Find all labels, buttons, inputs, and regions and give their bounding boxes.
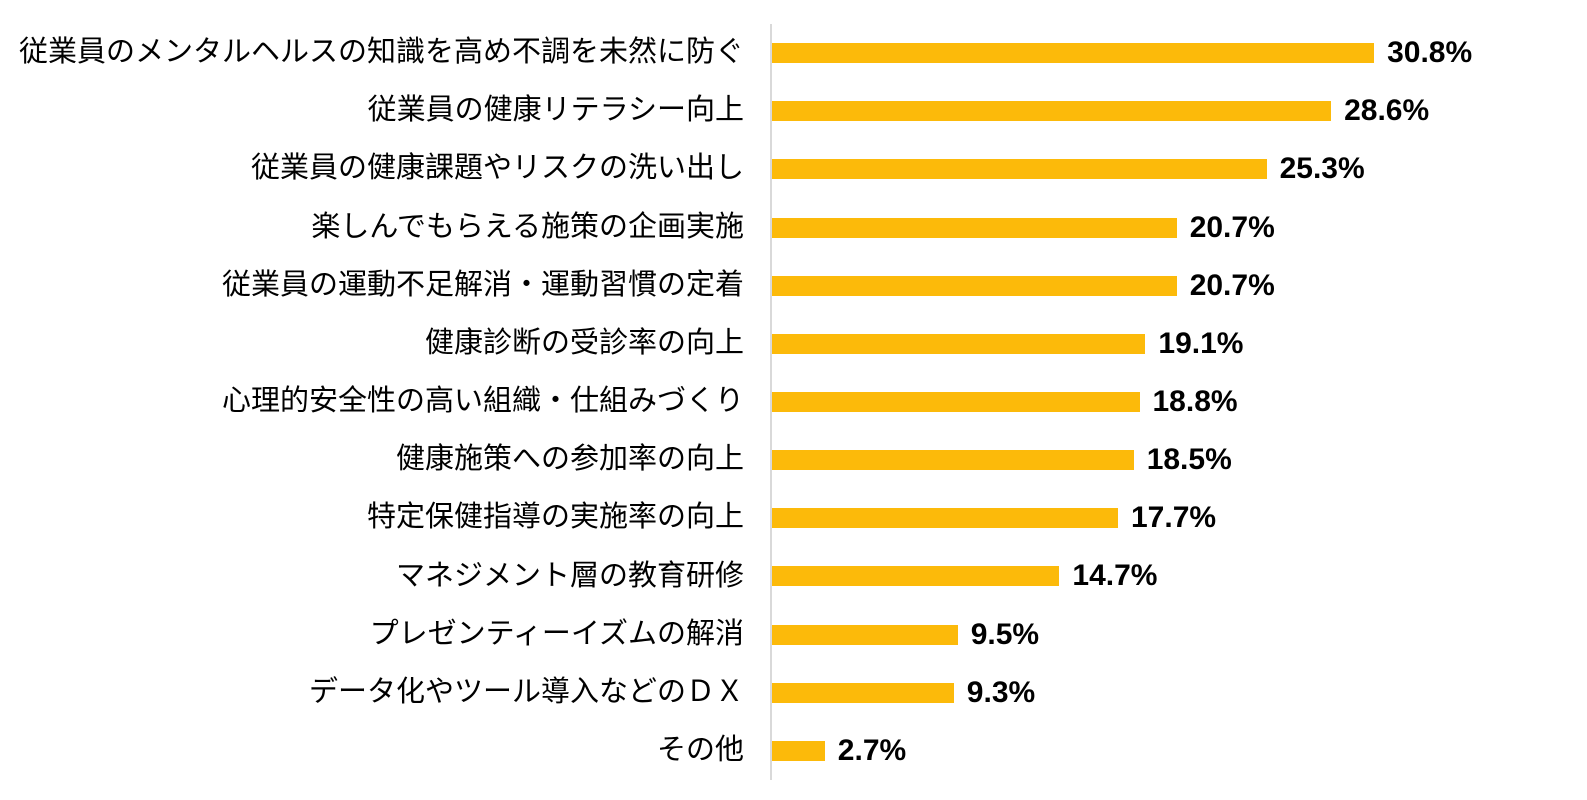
plot-area: 9.3% [772,664,1587,722]
chart-row: 健康診断の受診率の向上 19.1% [0,315,1587,373]
category-label: 楽しんでもらえる施策の企画実施 [311,210,744,243]
bar [772,682,954,703]
bar [772,43,1375,64]
category-label: プレゼンティーイズムの解消 [369,617,744,650]
category-label: 従業員の健康リテラシー向上 [367,94,744,127]
category-label: マネジメント層の教育研修 [395,559,744,592]
bar [772,159,1267,180]
chart-row: 健康施策への参加率の向上 18.5% [0,431,1587,489]
plot-area: 2.7% [772,722,1587,780]
plot-area: 19.1% [772,315,1587,373]
value-label: 9.5% [970,617,1040,651]
chart-row: 従業員の運動不足解消・運動習慣の定着 20.7% [0,257,1587,315]
bar [772,101,1332,122]
category-label: 従業員の運動不足解消・運動習慣の定着 [221,268,744,301]
category-label: 心理的安全性の高い組織・仕組みづくり [221,385,744,418]
chart-row: マネジメント層の教育研修 14.7% [0,547,1587,605]
category-label: 健康診断の受診率の向上 [424,326,744,359]
chart-row: 心理的安全性の高い組織・仕組みづくり 18.8% [0,373,1587,431]
bar [772,450,1134,471]
bar [772,275,1177,296]
category-label: 特定保健指導の実施率の向上 [366,501,744,534]
plot-area: 17.7% [772,489,1587,547]
value-label: 18.5% [1146,443,1232,477]
category-label: 健康施策への参加率の向上 [395,443,744,476]
value-label: 17.7% [1131,501,1217,535]
chart-row: 従業員のメンタルヘルスの知識を高め不調を未然に防ぐ 30.8% [0,24,1587,82]
category-label: データ化やツール導入などのＤＸ [308,675,744,708]
bar [772,333,1146,354]
plot-area: 30.8% [772,24,1587,82]
category-label: 従業員のメンタルヘルスの知識を高め不調を未然に防ぐ [18,36,744,69]
value-label: 30.8% [1387,36,1473,70]
plot-area: 25.3% [772,140,1587,198]
y-axis-line [770,24,772,780]
chart-rows: 従業員のメンタルヘルスの知識を高め不調を未然に防ぐ 30.8% 従業員の健康リテ… [0,24,1587,780]
value-label: 20.7% [1189,210,1275,244]
chart-row: その他 2.7% [0,722,1587,780]
category-label: その他 [656,734,744,766]
bar [772,217,1177,238]
value-label: 19.1% [1158,326,1244,360]
value-label: 28.6% [1344,94,1430,128]
plot-area: 20.7% [772,257,1587,315]
plot-area: 28.6% [772,82,1587,140]
bar [772,508,1118,529]
chart-row: プレゼンティーイズムの解消 9.5% [0,606,1587,664]
plot-area: 18.8% [772,373,1587,431]
bar [772,624,958,645]
chart-row: 従業員の健康課題やリスクの洗い出し 25.3% [0,140,1587,198]
value-label: 14.7% [1072,559,1158,593]
value-label: 20.7% [1189,268,1275,302]
value-label: 9.3% [966,675,1036,709]
value-label: 18.8% [1152,385,1238,419]
plot-area: 20.7% [772,198,1587,256]
value-label: 2.7% [837,733,907,767]
category-label: 従業員の健康課題やリスクの洗い出し [250,152,744,185]
bar [772,740,825,761]
plot-area: 14.7% [772,547,1587,605]
plot-area: 9.5% [772,606,1587,664]
bar [772,392,1140,413]
chart-row: データ化やツール導入などのＤＸ 9.3% [0,664,1587,722]
chart-row: 特定保健指導の実施率の向上 17.7% [0,489,1587,547]
plot-area: 18.5% [772,431,1587,489]
value-label: 25.3% [1279,152,1365,186]
chart-row: 楽しんでもらえる施策の企画実施 20.7% [0,198,1587,256]
bar [772,566,1060,587]
chart-row: 従業員の健康リテラシー向上 28.6% [0,82,1587,140]
